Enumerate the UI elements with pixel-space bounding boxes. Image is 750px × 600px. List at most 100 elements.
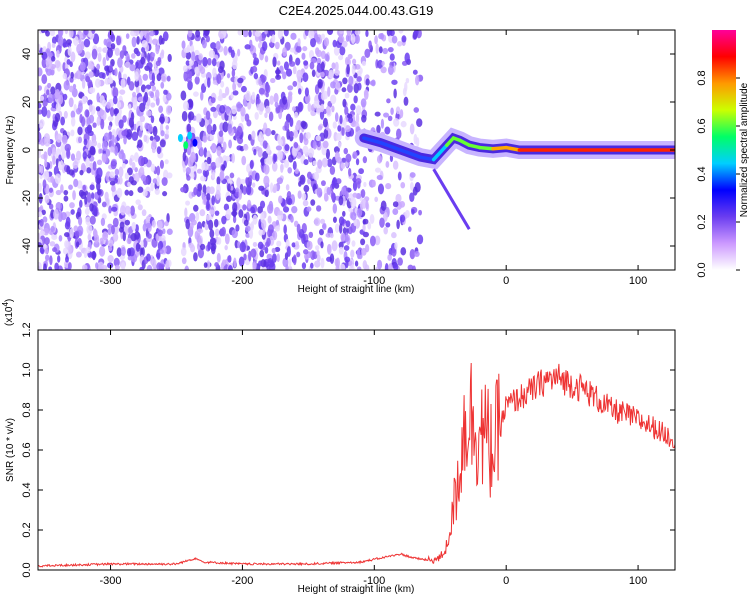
noise-speck — [216, 252, 221, 263]
noise-speck — [38, 182, 42, 193]
noise-speck — [341, 127, 345, 136]
noise-speck — [156, 72, 162, 82]
noise-speck — [374, 196, 379, 203]
noise-speck — [267, 203, 274, 214]
noise-speck — [153, 59, 158, 69]
noise-speck — [88, 104, 93, 112]
noise-speck — [151, 38, 159, 45]
noise-speck — [356, 180, 361, 189]
noise-speck — [330, 94, 337, 105]
noise-speck — [356, 76, 362, 83]
noise-speck — [150, 182, 154, 192]
noise-speck — [39, 246, 45, 254]
noise-speck — [320, 50, 326, 60]
noise-speck — [48, 203, 54, 210]
x-tick-label: 100 — [629, 575, 647, 587]
noise-speck — [355, 158, 360, 166]
noise-speck — [127, 181, 131, 188]
noise-speck — [334, 151, 340, 162]
noise-speck — [84, 207, 90, 216]
noise-speck — [231, 210, 238, 217]
noise-speck — [139, 266, 145, 270]
noise-speck — [287, 85, 294, 91]
noise-speck — [299, 174, 306, 185]
noise-speck — [409, 248, 416, 260]
noise-speck — [312, 160, 317, 166]
noise-speck — [132, 99, 138, 111]
noise-speck — [302, 199, 309, 207]
noise-speck — [135, 242, 141, 252]
noise-speck — [187, 70, 193, 79]
noise-speck — [181, 110, 188, 122]
noise-speck — [307, 177, 311, 185]
noise-speck — [210, 129, 216, 135]
noise-speck — [226, 73, 231, 79]
noise-speck — [350, 33, 356, 45]
noise-speck — [339, 46, 346, 56]
noise-speck — [264, 189, 269, 198]
noise-speck — [416, 118, 423, 128]
noise-speck — [206, 156, 212, 165]
noise-speck — [187, 98, 193, 108]
noise-speck — [123, 135, 127, 145]
noise-speck — [41, 74, 48, 85]
noise-speck — [214, 228, 220, 237]
noise-speck — [119, 89, 126, 95]
noise-speck — [302, 72, 309, 83]
noise-speck — [316, 57, 322, 65]
noise-speck — [350, 249, 355, 258]
noise-speck — [206, 150, 211, 159]
noise-speck — [305, 132, 311, 139]
noise-speck — [210, 42, 217, 50]
noise-speck — [265, 84, 271, 94]
noise-speck — [166, 212, 170, 224]
noise-speck — [100, 118, 105, 130]
noise-speck — [41, 51, 48, 60]
noise-speck — [395, 193, 402, 203]
noise-speck — [362, 224, 366, 232]
noise-speck — [264, 246, 269, 254]
noise-speck — [128, 190, 134, 197]
noise-speck — [193, 204, 199, 212]
noise-speck — [211, 195, 215, 206]
noise-speck — [63, 232, 70, 238]
noise-speck — [388, 263, 393, 270]
noise-speck — [109, 171, 115, 179]
noise-speck — [240, 106, 246, 117]
noise-speck — [124, 205, 131, 215]
noise-speck — [137, 139, 143, 148]
y-tick-label: 0.6 — [21, 442, 33, 457]
noise-speck — [376, 174, 383, 181]
noise-speck — [376, 155, 383, 164]
noise-speck — [350, 103, 356, 111]
snr-panel: -300 -200 -100 0 100 0.0 0.2 0.4 0.6 0.8 1.0 1.2 H… — [1, 299, 676, 595]
noise-speck — [162, 94, 167, 103]
noise-speck — [306, 206, 312, 212]
noise-speck — [254, 172, 260, 182]
noise-speck — [289, 131, 294, 138]
noise-speck — [347, 54, 353, 60]
noise-speck — [262, 151, 269, 160]
noise-speck — [85, 246, 91, 254]
noise-speck — [251, 91, 256, 101]
y-tick-label: 0 — [21, 147, 33, 153]
noise-speck — [203, 30, 210, 36]
noise-speck — [418, 209, 422, 216]
noise-speck — [340, 162, 346, 169]
noise-speck — [404, 81, 408, 92]
noise-speck — [141, 209, 147, 217]
noise-speck — [392, 208, 399, 216]
noise-speck — [277, 210, 283, 216]
noise-speck — [397, 257, 403, 266]
noise-speck — [341, 157, 347, 163]
noise-speck — [46, 109, 51, 119]
noise-speck — [283, 30, 289, 37]
noise-speck — [66, 165, 71, 175]
noise-speck — [85, 109, 90, 118]
noise-speck — [331, 62, 336, 70]
noise-speck — [54, 59, 61, 69]
noise-speck — [112, 87, 119, 98]
noise-speck — [205, 110, 211, 120]
noise-speck — [207, 77, 211, 88]
noise-speck — [222, 121, 229, 133]
